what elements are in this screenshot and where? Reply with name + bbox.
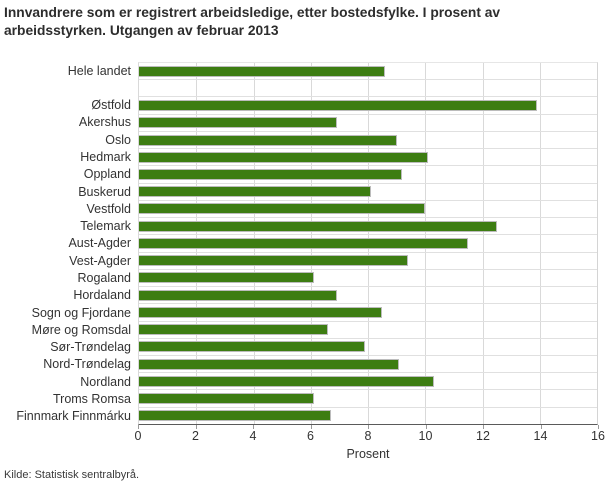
bar-track	[139, 339, 597, 356]
tick-mark	[540, 425, 542, 429]
bar-track	[139, 184, 597, 201]
plot-area	[138, 62, 598, 425]
bar	[139, 134, 397, 146]
gridline	[482, 63, 484, 424]
tick-label: 4	[249, 429, 257, 443]
bar-track	[139, 356, 597, 374]
category-label: Møre og Romsdal	[31, 322, 131, 337]
bar	[139, 289, 337, 301]
bar	[139, 306, 383, 318]
category-label: Troms Romsa	[52, 391, 131, 406]
tick-mark	[310, 425, 312, 429]
bar-track	[139, 166, 597, 184]
chart-title: Innvandrere som er registrert arbeidsled…	[4, 5, 501, 39]
category-label: Nord-Trøndelag	[43, 357, 131, 372]
source-note: Kilde: Statistisk sentralbyrå.	[4, 469, 140, 481]
tick-label: 12	[476, 429, 490, 443]
tick-mark	[368, 425, 369, 429]
category-label: Rogaland	[77, 271, 131, 286]
bar	[139, 151, 429, 163]
bar-rows	[139, 63, 597, 424]
category-label: Vestfold	[86, 201, 131, 216]
category-label: Oslo	[105, 132, 131, 147]
tick-label: 16	[591, 429, 605, 443]
category-label: Aust-Agder	[68, 236, 131, 251]
bar	[139, 237, 469, 249]
bar-track	[139, 253, 597, 270]
category-label: Østfold	[91, 98, 131, 113]
bar	[139, 65, 386, 77]
spacer-row	[139, 80, 597, 98]
tick-label: 0	[134, 429, 142, 443]
bar-track	[139, 201, 597, 219]
bar	[139, 255, 409, 267]
category-label: Telemark	[80, 219, 131, 234]
bar-track	[139, 373, 597, 391]
category-label: Buskerud	[78, 184, 131, 199]
category-label: Finnmark Finnmárku	[16, 409, 131, 424]
category-label: Oppland	[83, 167, 131, 182]
category-label: Sogn og Fjordane	[31, 305, 131, 320]
bar-track	[139, 235, 597, 253]
bar	[139, 393, 314, 405]
bar	[139, 117, 337, 129]
bar-track	[139, 97, 597, 115]
category-label: Akershus	[78, 115, 131, 130]
bar	[139, 358, 400, 370]
category-label: Sør-Trøndelag	[50, 340, 131, 355]
bar-track	[139, 390, 597, 408]
bar	[139, 169, 403, 181]
category-axis: Hele landet Østfold Akershus Oslo Hedmark Opp…	[0, 62, 138, 425]
x-axis-title: Prosent	[346, 447, 390, 461]
tick-label: 8	[364, 429, 372, 443]
tick-mark	[425, 425, 427, 429]
bar-chart: Hele landet Østfold Akershus Oslo Hedmark Opp…	[0, 62, 598, 425]
bar	[139, 324, 328, 336]
bar-track	[139, 270, 597, 288]
bar	[139, 272, 314, 284]
bar-track	[139, 287, 597, 305]
bar-track	[139, 322, 597, 339]
bar	[139, 100, 537, 112]
bar-track	[139, 63, 597, 81]
bar-track	[139, 304, 597, 322]
bar	[139, 186, 371, 198]
tick-label: 10	[418, 429, 433, 443]
bar-track	[139, 218, 597, 236]
bar-track	[139, 115, 597, 132]
tick-mark	[483, 425, 484, 429]
tick-mark	[253, 425, 254, 429]
category-label: Hordaland	[73, 288, 131, 303]
bar-track	[139, 132, 597, 150]
category-label: Hedmark	[80, 150, 131, 165]
category-spacer	[0, 79, 138, 96]
tick-label: 6	[307, 429, 314, 443]
bar-track	[139, 408, 597, 424]
bar-track	[139, 149, 597, 167]
gridline	[539, 63, 541, 424]
tick-label: 14	[533, 429, 548, 443]
bar	[139, 410, 331, 422]
bar	[139, 341, 366, 353]
bar	[139, 220, 497, 232]
x-axis: 0 2 4 6 8 10 12 14 16	[134, 425, 605, 445]
bar	[139, 375, 434, 387]
category-label: Hele landet	[67, 63, 131, 78]
bar	[139, 203, 426, 215]
tick-label: 2	[192, 429, 199, 443]
category-label: Nordland	[80, 374, 131, 389]
tick-mark	[195, 425, 197, 429]
category-label: Vest-Agder	[69, 253, 131, 268]
tick-mark	[138, 425, 139, 429]
tick-mark	[598, 425, 599, 429]
